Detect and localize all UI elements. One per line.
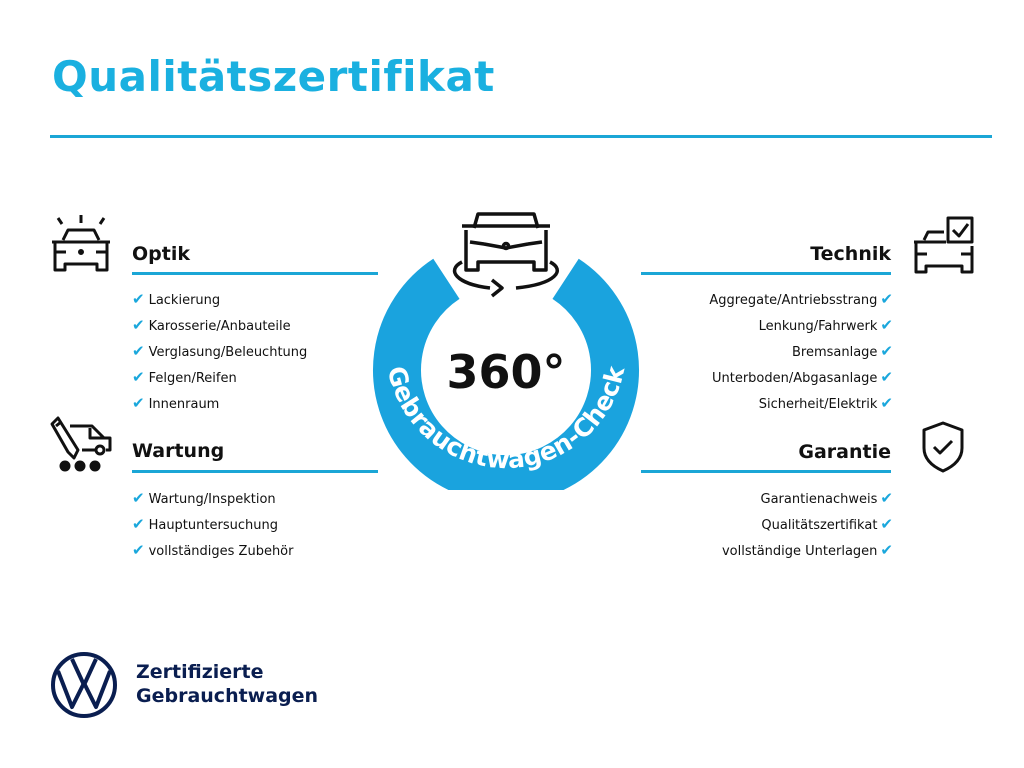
title-divider xyxy=(50,135,992,138)
section-divider-wartung xyxy=(132,470,378,473)
shield-check-icon xyxy=(922,421,964,473)
technik-list: Aggregate/Antriebsstrang ✔ Lenkung/Fahrwe… xyxy=(709,287,893,417)
check-icon: ✔ xyxy=(132,394,145,412)
brand-text: Zertifizierte Gebrauchtwagen xyxy=(136,661,319,707)
section-divider-optik xyxy=(132,272,378,275)
garantie-list: Garantienachweis ✔ Qualitätszertifikat ✔ v… xyxy=(722,486,893,564)
section-title-technik: Technik xyxy=(810,243,891,265)
list-item: Aggregate/Antriebsstrang ✔ xyxy=(709,290,893,308)
car-lights-icon xyxy=(52,215,110,272)
car-maintenance-icon xyxy=(50,416,112,472)
list-item: ✔ vollständiges Zubehör xyxy=(132,541,294,559)
section-title-wartung: Wartung xyxy=(132,440,225,462)
check-icon: ✔ xyxy=(132,541,145,559)
section-divider-technik xyxy=(641,272,891,275)
check-icon: ✔ xyxy=(880,541,893,559)
check-icon: ✔ xyxy=(132,316,145,334)
list-item: Qualitätszertifikat ✔ xyxy=(761,515,893,533)
check-icon: ✔ xyxy=(880,316,893,334)
section-title-optik: Optik xyxy=(132,243,190,265)
list-item: ✔ Wartung/Inspektion xyxy=(132,489,276,507)
car-rotate-icon xyxy=(452,212,559,298)
optik-list: ✔ Lackierung ✔ Karosserie/Anbauteile ✔ Verg… xyxy=(132,287,307,417)
list-item: Sicherheit/Elektrik ✔ xyxy=(758,394,893,412)
check-icon: ✔ xyxy=(132,368,145,386)
list-item: ✔ Felgen/Reifen xyxy=(132,368,237,386)
section-title-garantie: Garantie xyxy=(798,441,891,463)
list-item: ✔ Verglasung/Beleuchtung xyxy=(132,342,308,360)
list-item: Garantienachweis ✔ xyxy=(760,489,893,507)
check-icon: ✔ xyxy=(132,342,145,360)
check-icon: ✔ xyxy=(132,515,145,533)
check-icon: ✔ xyxy=(880,342,893,360)
check-icon: ✔ xyxy=(132,290,145,308)
page-title: Qualitätszertifikat xyxy=(52,52,495,101)
list-item: ✔ Karosserie/Anbauteile xyxy=(132,316,291,334)
list-item: Lenkung/Fahrwerk ✔ xyxy=(758,316,893,334)
360-check-badge: Gebrauchtwagen-Check 360° xyxy=(373,212,639,490)
check-icon: ✔ xyxy=(880,515,893,533)
center-value: 360° xyxy=(446,345,565,399)
check-icon: ✔ xyxy=(132,489,145,507)
wartung-list: ✔ Wartung/Inspektion ✔ Hauptuntersuchung ✔… xyxy=(132,486,293,564)
list-item: ✔ Innenraum xyxy=(132,394,220,412)
list-item: ✔ Lackierung xyxy=(132,290,221,308)
list-item: ✔ Hauptuntersuchung xyxy=(132,515,278,533)
car-checkbox-icon xyxy=(914,216,974,274)
list-item: Unterboden/Abgasanlage ✔ xyxy=(711,368,893,386)
section-divider-garantie xyxy=(641,470,891,473)
check-icon: ✔ xyxy=(880,368,893,386)
check-icon: ✔ xyxy=(880,489,893,507)
check-icon: ✔ xyxy=(880,394,893,412)
vw-logo xyxy=(51,652,117,718)
list-item: vollständige Unterlagen ✔ xyxy=(721,541,893,559)
blue-ring xyxy=(373,258,639,490)
list-item: Bremsanlage ✔ xyxy=(791,342,893,360)
check-icon: ✔ xyxy=(880,290,893,308)
